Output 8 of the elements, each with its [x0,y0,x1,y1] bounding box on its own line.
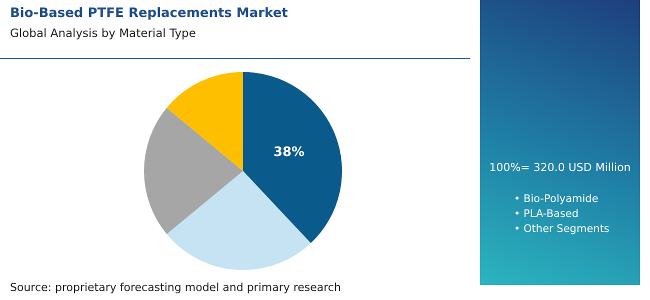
text: • Other Segments [514,222,610,237]
data-label: 38% [273,145,305,160]
chart-title: Bio-Based PTFE Replacements Market [10,6,288,21]
text: • PLA-Based [514,207,580,222]
chart-subtitle: Global Analysis by Material Type [10,26,196,40]
text: 100%= 320.0 USD Million [488,160,632,176]
source-note: Source: proprietary forecasting model and primary research [10,281,341,294]
text: • Bio-Polyamide [514,192,600,207]
